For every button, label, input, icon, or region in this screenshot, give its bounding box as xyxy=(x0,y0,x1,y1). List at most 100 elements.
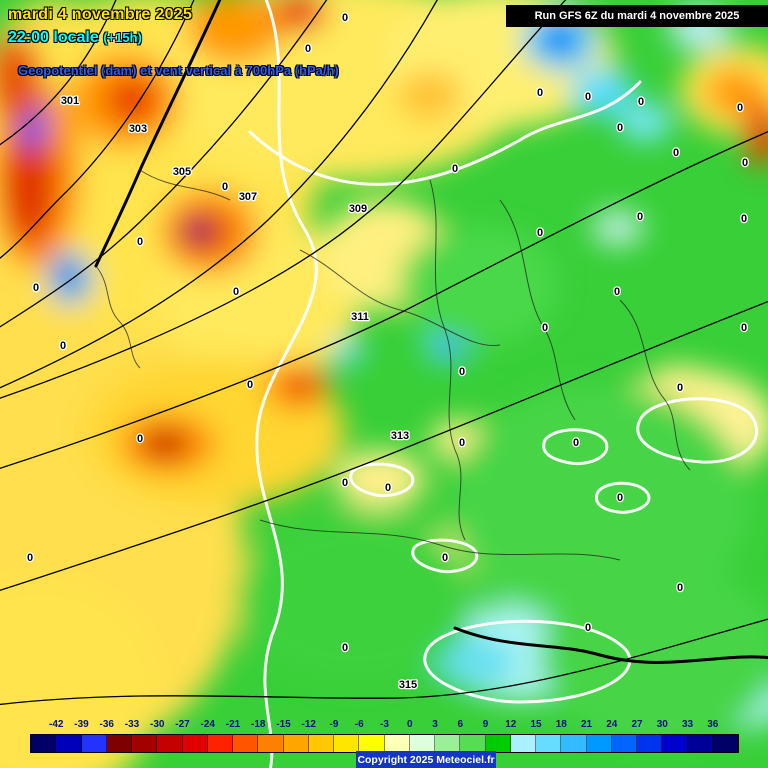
colorbar-cell xyxy=(258,735,284,752)
colorbar-value: -12 xyxy=(301,719,316,730)
colorbar-cell xyxy=(308,735,334,752)
colorbar-value: 21 xyxy=(580,719,593,730)
zero-label: 0 xyxy=(222,181,228,193)
country-border xyxy=(259,519,621,561)
colorbar-cell xyxy=(157,735,183,752)
geopotential-contour xyxy=(0,300,768,592)
zero-label: 0 xyxy=(741,322,747,334)
coastline xyxy=(453,626,768,664)
geopotential-contour xyxy=(0,0,117,146)
zero-label: 0 xyxy=(342,477,348,489)
colorbar-cell xyxy=(132,735,158,752)
colorbar-value: -36 xyxy=(99,719,114,730)
colorbar-cell xyxy=(611,735,637,752)
colorbar-cell xyxy=(384,735,410,752)
geopotential-contour xyxy=(0,0,438,389)
country-border xyxy=(299,249,501,347)
zero-label: 0 xyxy=(385,482,391,494)
country-border xyxy=(95,265,141,369)
geopotential-contour xyxy=(0,131,768,470)
colorbar-value: 33 xyxy=(681,719,694,730)
zero-label: 0 xyxy=(459,437,465,449)
colorbar-value: -9 xyxy=(329,719,339,730)
zero-label: 0 xyxy=(452,163,458,175)
colorbar-cell xyxy=(637,735,663,752)
zero-label: 0 xyxy=(342,12,348,24)
contour-label: 305 xyxy=(173,166,191,178)
contour-label: 309 xyxy=(349,203,367,215)
colorbar-cell xyxy=(207,735,233,752)
zero-label: 0 xyxy=(542,322,548,334)
colorbar-cell xyxy=(56,735,82,752)
coastline xyxy=(94,0,222,268)
contour-label: 307 xyxy=(239,191,257,203)
colorbar-cell xyxy=(687,735,713,752)
zero-contour-line xyxy=(542,428,609,466)
contour-label: 313 xyxy=(391,430,409,442)
zero-label: 0 xyxy=(305,43,311,55)
colorbar-value: 36 xyxy=(707,719,719,730)
colorbar-cell xyxy=(712,735,738,752)
colorbar-cell xyxy=(485,735,511,752)
zero-label: 0 xyxy=(637,211,643,223)
colorbar-cell xyxy=(435,735,461,752)
geopotential-contour xyxy=(0,0,328,328)
zero-label: 0 xyxy=(617,492,623,504)
geopotential-contour xyxy=(0,618,768,706)
zero-label: 0 xyxy=(27,552,33,564)
zero-label: 0 xyxy=(233,286,239,298)
geopotential-contour xyxy=(0,0,567,399)
colorbar-cell xyxy=(81,735,107,752)
zero-label: 0 xyxy=(60,340,66,352)
zero-label: 0 xyxy=(33,282,39,294)
country-border xyxy=(499,199,576,421)
zero-label: 0 xyxy=(137,236,143,248)
country-border xyxy=(429,179,456,451)
zero-label: 0 xyxy=(617,122,623,134)
zero-contour-line xyxy=(411,538,479,574)
colorbar-value: 30 xyxy=(656,719,668,730)
contour-label: 311 xyxy=(351,311,369,323)
zero-contour-line xyxy=(349,462,415,498)
colorbar-cell xyxy=(586,735,612,752)
zero-contour-line xyxy=(248,80,642,186)
colorbar-value: 12 xyxy=(505,719,517,730)
colorbar-cell xyxy=(31,735,57,752)
zero-label: 0 xyxy=(737,102,743,114)
zero-label: 0 xyxy=(638,96,644,108)
colorbar-value: 9 xyxy=(482,719,489,730)
zero-label: 0 xyxy=(573,437,579,449)
colorbar-value: 6 xyxy=(457,719,464,730)
colorbar-value: -30 xyxy=(150,719,165,730)
colorbar-cell xyxy=(510,735,536,752)
colorbar-value: 18 xyxy=(555,719,567,730)
colorbar-value: -18 xyxy=(251,719,266,730)
zero-label: 0 xyxy=(537,227,543,239)
zero-label: 0 xyxy=(247,379,253,391)
zero-label: 0 xyxy=(585,622,591,634)
colorbar-value: -21 xyxy=(225,719,241,730)
colorbar-value: -15 xyxy=(276,719,291,730)
copyright-link[interactable]: Copyright 2025 Meteociel.fr xyxy=(356,751,496,768)
zero-label: 0 xyxy=(342,642,348,654)
colorbar-value: -24 xyxy=(200,719,215,730)
zero-label: 0 xyxy=(741,213,747,225)
zero-label: 0 xyxy=(677,382,683,394)
zero-label: 0 xyxy=(673,147,679,159)
country-border xyxy=(619,299,691,471)
zero-label: 0 xyxy=(459,366,465,378)
colorbar-value: -6 xyxy=(354,719,364,730)
colorbar-value: 3 xyxy=(432,719,438,730)
colorbar-cell xyxy=(334,735,360,752)
colorbar-scale: -42 -39 -36 -33 -30 -27 -24 -21 -18 -15 -12 -9 -6 -3 0… xyxy=(30,719,739,753)
colorbar-cell xyxy=(106,735,132,752)
zero-label: 0 xyxy=(442,552,448,564)
contour-label: 301 xyxy=(61,95,79,107)
zero-label: 0 xyxy=(677,582,683,594)
zero-contour-line xyxy=(595,481,651,514)
zero-label: 0 xyxy=(537,87,543,99)
colorbar-cell xyxy=(460,735,486,752)
